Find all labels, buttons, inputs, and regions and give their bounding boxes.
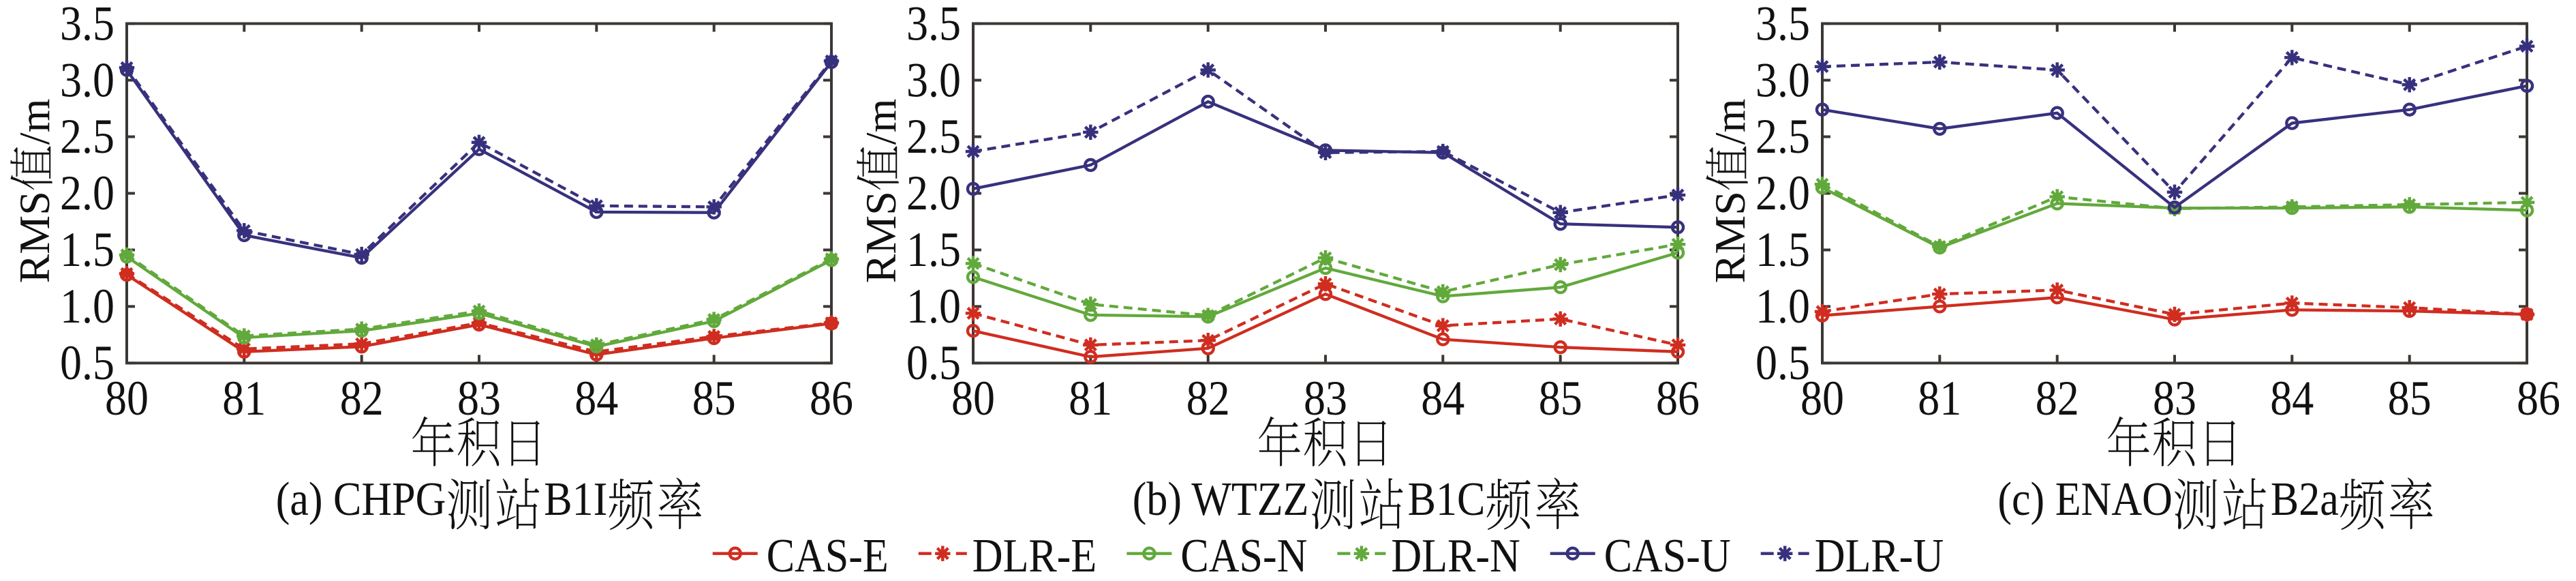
svg-text:86: 86	[2517, 371, 2560, 426]
svg-text:80: 80	[1800, 371, 1844, 426]
svg-text:85: 85	[1539, 371, 1582, 426]
svg-text:3.0: 3.0	[1755, 53, 1810, 107]
svg-text:1.0: 1.0	[1755, 279, 1810, 333]
svg-text:RMS: RMS	[10, 191, 59, 283]
svg-text:1.0: 1.0	[906, 279, 961, 333]
svg-text:3.5: 3.5	[60, 0, 114, 50]
svg-text:2.5: 2.5	[1755, 109, 1810, 164]
svg-text:85: 85	[2388, 371, 2432, 426]
svg-text:DLR-E: DLR-E	[972, 530, 1097, 581]
svg-text:83: 83	[457, 371, 501, 426]
svg-text:84: 84	[2270, 371, 2314, 426]
svg-text:CAS-N: CAS-N	[1180, 530, 1307, 581]
svg-text:(c) ENAO: (c) ENAO	[1997, 473, 2172, 526]
svg-text:/m: /m	[857, 99, 905, 145]
svg-text:82: 82	[2036, 371, 2079, 426]
svg-text:RMS: RMS	[857, 191, 905, 283]
svg-text:81: 81	[222, 371, 266, 426]
svg-text:2.5: 2.5	[906, 109, 961, 164]
svg-text:(b) WTZZ: (b) WTZZ	[1133, 473, 1309, 526]
svg-text:(a) CHPG: (a) CHPG	[276, 473, 446, 526]
svg-text:86: 86	[810, 371, 853, 426]
svg-text:84: 84	[1421, 371, 1465, 426]
svg-text:2.0: 2.0	[906, 166, 961, 220]
svg-text:CAS-U: CAS-U	[1604, 530, 1731, 581]
svg-text:/m: /m	[1706, 99, 1754, 145]
svg-text:3.5: 3.5	[1755, 0, 1810, 50]
svg-text:2.5: 2.5	[60, 109, 114, 164]
svg-text:83: 83	[2153, 371, 2196, 426]
svg-text:3.5: 3.5	[906, 0, 961, 50]
svg-text:86: 86	[1656, 371, 1700, 426]
svg-text:3.0: 3.0	[906, 53, 961, 107]
svg-text:81: 81	[1918, 371, 1961, 426]
svg-text:82: 82	[340, 371, 384, 426]
svg-text:3.0: 3.0	[60, 53, 114, 107]
svg-text:84: 84	[574, 371, 618, 426]
svg-text:1.5: 1.5	[906, 222, 961, 277]
svg-text:2.0: 2.0	[60, 166, 114, 220]
svg-text:B1C: B1C	[1408, 473, 1486, 526]
svg-text:85: 85	[692, 371, 736, 426]
svg-text:1.5: 1.5	[1755, 222, 1810, 277]
svg-text:B1I: B1I	[544, 473, 607, 526]
svg-text:80: 80	[951, 371, 995, 426]
svg-text:82: 82	[1186, 371, 1230, 426]
svg-text:DLR-U: DLR-U	[1815, 530, 1944, 581]
svg-text:DLR-N: DLR-N	[1391, 530, 1520, 581]
svg-text:CAS-E: CAS-E	[767, 530, 889, 581]
svg-text:RMS: RMS	[1706, 191, 1754, 283]
svg-text:1.0: 1.0	[60, 279, 114, 333]
svg-text:0.5: 0.5	[906, 336, 961, 390]
svg-text:81: 81	[1069, 371, 1112, 426]
svg-text:B2a: B2a	[2271, 473, 2339, 526]
svg-text:83: 83	[1304, 371, 1347, 426]
svg-text:2.0: 2.0	[1755, 166, 1810, 220]
svg-text:80: 80	[105, 371, 149, 426]
svg-text:0.5: 0.5	[60, 336, 114, 390]
svg-text:1.5: 1.5	[60, 222, 114, 277]
svg-text:/m: /m	[10, 99, 59, 145]
svg-text:0.5: 0.5	[1755, 336, 1810, 390]
